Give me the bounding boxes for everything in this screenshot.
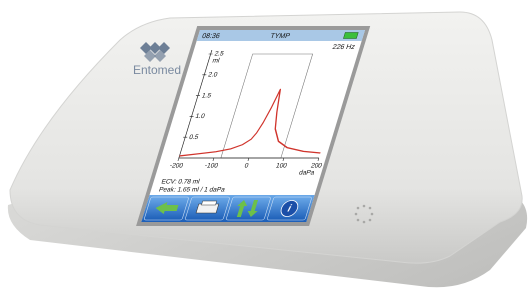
readout: Peak: 1.65 ml / 1 daPa: [158, 187, 226, 194]
frequency: 226 Hz: [331, 43, 356, 51]
status-mode: TYMP: [269, 32, 291, 40]
info-button[interactable]: i: [267, 197, 312, 220]
logo-text: Entomed: [133, 63, 181, 77]
device-photo: Entomed 08:36 TYMP 226 Hz ECV: 0.78 ml P…: [0, 0, 532, 296]
x-tick-label: -200: [169, 163, 184, 170]
print-button[interactable]: [185, 197, 230, 220]
back-button[interactable]: [144, 197, 189, 220]
status-time: 08:36: [201, 32, 221, 40]
scroll-button[interactable]: [226, 197, 271, 220]
x-tick-label: -100: [204, 163, 219, 170]
readout: ECV: 0.78 ml: [160, 179, 201, 186]
x-axis-label: daPa: [298, 170, 316, 177]
battery-icon: [343, 33, 358, 39]
